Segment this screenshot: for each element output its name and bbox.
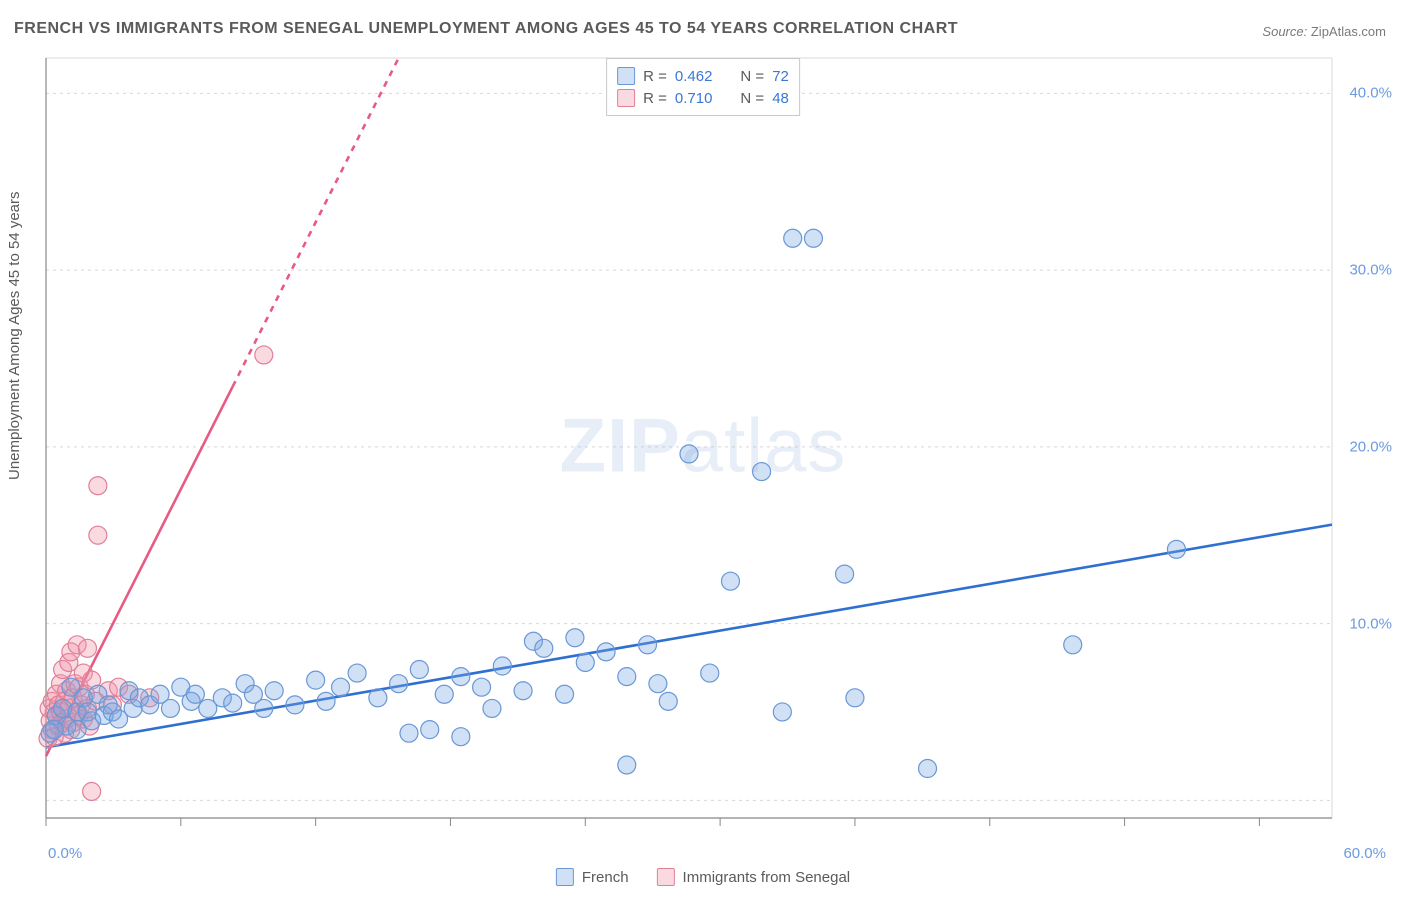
swatch-senegal (617, 89, 635, 107)
source-attribution: Source: ZipAtlas.com (1262, 24, 1386, 39)
n-senegal: 48 (772, 90, 789, 107)
r-senegal: 0.710 (675, 90, 713, 107)
r-label: R = (643, 90, 667, 107)
plot-canvas (0, 50, 1406, 892)
n-label: N = (740, 90, 764, 107)
correlation-chart: Unemployment Among Ages 45 to 54 years Z… (0, 50, 1406, 892)
source-label: Source: (1262, 24, 1307, 39)
legend-label-french: French (582, 869, 629, 886)
stats-row-french: R = 0.462 N = 72 (617, 65, 789, 87)
swatch-senegal (657, 868, 675, 886)
swatch-french (617, 67, 635, 85)
y-axis-label: Unemployment Among Ages 45 to 54 years (6, 191, 23, 480)
r-label: R = (643, 68, 667, 85)
ytick-label: 40.0% (1349, 85, 1392, 102)
xtick-origin: 0.0% (48, 845, 82, 862)
legend-item-french: French (556, 868, 629, 886)
legend-label-senegal: Immigrants from Senegal (683, 869, 851, 886)
stats-row-senegal: R = 0.710 N = 48 (617, 87, 789, 109)
ytick-label: 20.0% (1349, 438, 1392, 455)
chart-title: FRENCH VS IMMIGRANTS FROM SENEGAL UNEMPL… (14, 20, 958, 38)
n-label: N = (740, 68, 764, 85)
legend-item-senegal: Immigrants from Senegal (657, 868, 851, 886)
series-legend: French Immigrants from Senegal (556, 868, 850, 886)
n-french: 72 (772, 68, 789, 85)
r-french: 0.462 (675, 68, 713, 85)
source-value: ZipAtlas.com (1311, 24, 1386, 39)
ytick-label: 30.0% (1349, 262, 1392, 279)
swatch-french (556, 868, 574, 886)
ytick-label: 10.0% (1349, 615, 1392, 632)
stats-legend: R = 0.462 N = 72 R = 0.710 N = 48 (606, 58, 800, 116)
xtick-end: 60.0% (1343, 845, 1386, 862)
